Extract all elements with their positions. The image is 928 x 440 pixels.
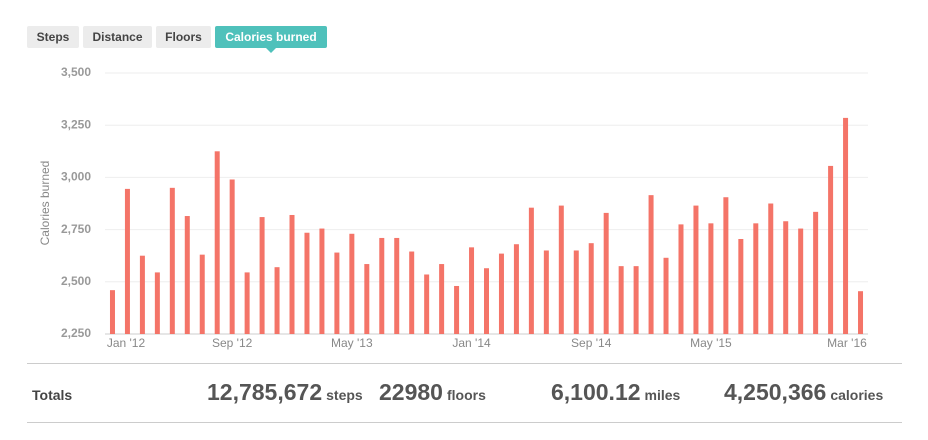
bar [199, 254, 205, 334]
bar [124, 188, 130, 334]
bar [274, 267, 280, 334]
y-tick-label: 3,500 [61, 65, 91, 79]
bar [349, 233, 355, 334]
bar [394, 237, 400, 334]
total-unit: steps [326, 387, 363, 403]
total-item: 6,100.12 miles [551, 379, 680, 406]
bar [214, 151, 220, 334]
x-tick-label: Sep '12 [212, 336, 253, 350]
bar [783, 221, 789, 334]
total-unit: miles [644, 387, 681, 403]
bar [513, 244, 519, 334]
bar [484, 268, 489, 334]
bar [454, 285, 460, 334]
bar [289, 214, 295, 334]
total-value: 12,785,672 [207, 379, 323, 405]
bar [843, 117, 849, 334]
total-unit: floors [446, 387, 486, 403]
bar [334, 252, 340, 334]
bar [304, 232, 310, 334]
bar [244, 272, 250, 334]
bar [573, 250, 579, 334]
bar [543, 250, 549, 334]
bar [409, 251, 415, 334]
bar [528, 207, 534, 334]
bar [588, 243, 594, 334]
bar [259, 217, 265, 334]
bar [424, 274, 430, 334]
x-tick-label: May '15 [690, 336, 732, 350]
x-tick-label: Sep '14 [571, 336, 612, 350]
y-tick-label: 2,500 [61, 274, 91, 288]
tab[interactable]: Steps [27, 26, 79, 48]
tab[interactable]: Floors [156, 26, 211, 48]
x-tick-label: Jan '12 [107, 336, 146, 350]
bar [603, 212, 609, 334]
bar [558, 205, 564, 334]
bar [184, 216, 190, 334]
bar [319, 228, 325, 334]
bar [753, 223, 759, 334]
bar [439, 264, 445, 334]
separator [27, 422, 902, 423]
total-item: 4,250,366 calories [724, 379, 883, 406]
y-axis-title: Calories burned [38, 161, 52, 246]
total-value: 22980 [379, 379, 443, 405]
separator [27, 363, 902, 364]
total-value: 6,100.12 [551, 379, 641, 405]
bar [828, 165, 834, 334]
bar [633, 266, 639, 334]
bar [469, 247, 475, 334]
bar [768, 203, 774, 334]
tab[interactable]: Calories burned [215, 26, 327, 53]
bar [798, 228, 804, 334]
bar [498, 253, 504, 334]
x-tick-label: May '13 [331, 336, 373, 350]
totals-label: Totals [32, 387, 73, 403]
bar [109, 290, 115, 334]
y-tick-label: 2,750 [61, 222, 91, 236]
bar [169, 187, 175, 334]
bar [708, 223, 714, 334]
bar [693, 205, 699, 334]
y-tick-label: 3,250 [61, 117, 91, 131]
x-tick-label: Jan '14 [452, 336, 491, 350]
tab[interactable]: Distance [83, 26, 152, 48]
y-tick-label: 2,250 [61, 326, 91, 340]
bar [858, 291, 864, 334]
total-item: 22980 floors [379, 379, 486, 406]
bar [364, 264, 370, 334]
x-tick-label: Mar '16 [827, 336, 867, 350]
bar [678, 224, 684, 334]
bar [723, 197, 729, 334]
bar [139, 255, 145, 334]
total-unit: calories [830, 387, 884, 403]
bar [229, 179, 235, 334]
y-tick-label: 3,000 [61, 170, 91, 184]
bar [618, 266, 624, 334]
total-value: 4,250,366 [724, 379, 827, 405]
bar [738, 238, 744, 334]
bar [648, 195, 654, 334]
total-item: 12,785,672 steps [207, 379, 363, 406]
bar [663, 257, 669, 334]
bar [154, 272, 160, 334]
bar [379, 237, 385, 334]
chart: Calories burned 2,250 2,500 2,750 3,000 3,25… [38, 65, 868, 350]
bar [813, 211, 819, 334]
